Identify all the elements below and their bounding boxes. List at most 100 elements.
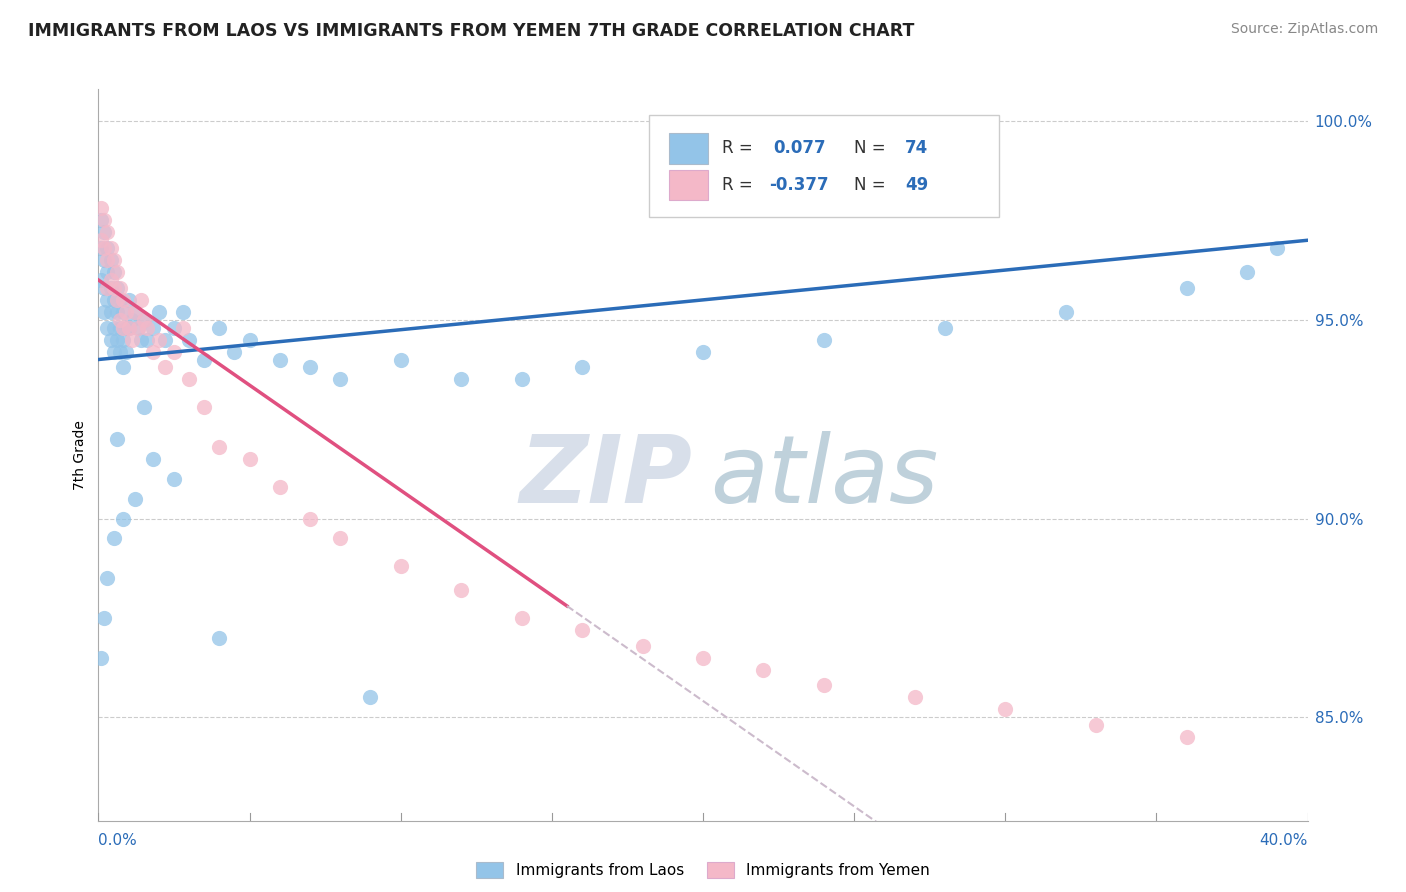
Point	[239, 451, 262, 466]
Point	[153, 360, 176, 375]
Point	[96, 253, 118, 268]
Point	[114, 320, 136, 334]
Point	[692, 650, 714, 665]
Point	[96, 571, 118, 585]
Text: ZIP: ZIP	[520, 431, 693, 523]
Text: atlas: atlas	[710, 432, 938, 523]
Point	[172, 305, 194, 319]
Point	[96, 293, 118, 307]
Point	[1267, 241, 1289, 255]
Text: N =: N =	[855, 176, 891, 194]
Point	[111, 333, 134, 347]
Bar	[669, 169, 707, 201]
Text: IMMIGRANTS FROM LAOS VS IMMIGRANTS FROM YEMEN 7TH GRADE CORRELATION CHART: IMMIGRANTS FROM LAOS VS IMMIGRANTS FROM …	[28, 22, 914, 40]
Point	[96, 225, 118, 239]
Point	[127, 320, 149, 334]
Point	[142, 451, 165, 466]
Point	[208, 440, 231, 454]
Point	[994, 702, 1017, 716]
Text: 49: 49	[905, 176, 928, 194]
Point	[299, 511, 322, 525]
Point	[132, 312, 155, 326]
Point	[90, 273, 112, 287]
Point	[269, 480, 291, 494]
Point	[108, 281, 131, 295]
Point	[571, 360, 593, 375]
Point	[813, 678, 835, 692]
Text: 40.0%: 40.0%	[1260, 832, 1308, 847]
Point	[224, 344, 246, 359]
Point	[90, 202, 112, 216]
Point	[114, 305, 136, 319]
Point	[904, 690, 927, 705]
FancyBboxPatch shape	[648, 115, 1000, 218]
Point	[100, 305, 122, 319]
Point	[93, 305, 115, 319]
Point	[510, 611, 533, 625]
Point	[90, 241, 112, 255]
Point	[100, 253, 122, 268]
Point	[1054, 305, 1077, 319]
Point	[934, 320, 956, 334]
Point	[93, 611, 115, 625]
Point	[111, 293, 134, 307]
Point	[163, 320, 186, 334]
Point	[93, 281, 115, 295]
Point	[90, 213, 112, 227]
Point	[100, 333, 122, 347]
Point	[148, 333, 170, 347]
Point	[163, 344, 186, 359]
Point	[389, 559, 412, 574]
Point	[111, 320, 134, 334]
Point	[329, 532, 352, 546]
Point	[360, 690, 382, 705]
Point	[813, 333, 835, 347]
Point	[111, 511, 134, 525]
Point	[103, 344, 125, 359]
Point	[121, 312, 143, 326]
Point	[93, 225, 115, 239]
Point	[124, 491, 146, 506]
Point	[135, 320, 157, 334]
Point	[692, 344, 714, 359]
Point	[450, 372, 472, 386]
Point	[105, 305, 128, 319]
Point	[135, 333, 157, 347]
Point	[269, 352, 291, 367]
Point	[148, 305, 170, 319]
Point	[124, 305, 146, 319]
Point	[103, 281, 125, 295]
Text: R =: R =	[723, 139, 758, 158]
Point	[105, 333, 128, 347]
Bar	[669, 133, 707, 164]
Point	[631, 639, 654, 653]
Point	[132, 312, 155, 326]
Point	[118, 320, 141, 334]
Point	[163, 472, 186, 486]
Point	[450, 583, 472, 598]
Point	[142, 344, 165, 359]
Point	[103, 320, 125, 334]
Point	[105, 265, 128, 279]
Point	[103, 265, 125, 279]
Point	[172, 320, 194, 334]
Point	[103, 293, 125, 307]
Text: 74: 74	[905, 139, 928, 158]
Point	[510, 372, 533, 386]
Point	[100, 273, 122, 287]
Point	[132, 401, 155, 415]
Point	[118, 320, 141, 334]
Point	[571, 623, 593, 637]
Point	[96, 265, 118, 279]
Point	[124, 305, 146, 319]
Point	[108, 344, 131, 359]
Point	[239, 333, 262, 347]
Point	[103, 532, 125, 546]
Point	[96, 281, 118, 295]
Point	[108, 320, 131, 334]
Point	[111, 360, 134, 375]
Point	[118, 293, 141, 307]
Point	[105, 293, 128, 307]
Point	[111, 305, 134, 319]
Point	[179, 333, 201, 347]
